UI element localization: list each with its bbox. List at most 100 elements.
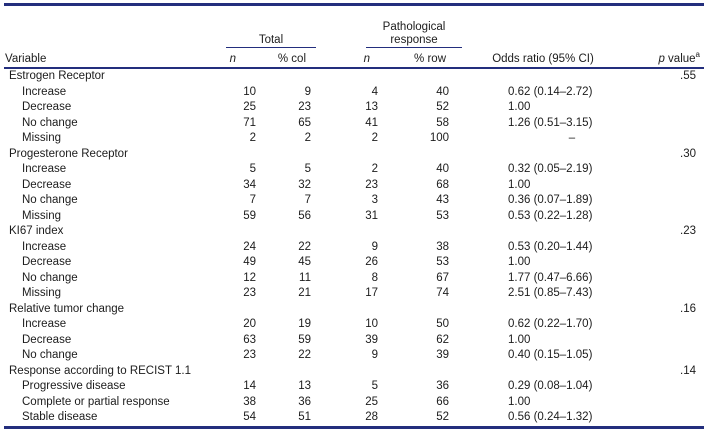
table-row: Complete or partial response 38 36 25 66 1.00 [4,395,704,411]
row-label: Increase [22,240,67,253]
cell-path-n: 41 [365,116,378,129]
cell-total-n: 12 [243,271,256,284]
odds-ratio-column-header: Odds ratio (95% CI) [450,48,636,69]
cell-pct-row [378,302,450,318]
cell-pct-row: 58 [436,116,449,129]
table-body: Estrogen Receptor .55 Increase 10 9 4 40 0.62 (… [4,68,704,427]
table-row: No change 71 65 41 58 1.26 (0.51–3.15) [4,116,704,132]
row-label: No change [22,349,78,361]
cell-odds-ratio: 1.00 [508,333,531,346]
table-row: Stable disease 54 51 28 52 0.56 (0.24–1.32) [4,410,704,427]
cell-total-n: 23 [243,349,256,361]
cell-p-value [636,348,704,364]
cell-pct-col: 56 [298,209,311,222]
total-n-column-header: n [214,48,256,69]
table-header: Total Pathological response Variable n %… [4,5,704,69]
table-row: Missing 2 2 2 100 – [4,131,704,147]
cell-pct-col [256,147,316,163]
cell-path-n: 2 [371,163,378,175]
cell-total-n [214,68,256,85]
cell-pct-row: 40 [436,85,449,98]
table-row: Increase 20 19 10 50 0.62 (0.22–1.70) [4,317,704,333]
table-row: Increase 10 9 4 40 0.62 (0.14–2.72) [4,85,704,101]
section-header-row: Estrogen Receptor .55 [4,68,704,85]
cell-path-n: 2 [371,132,378,144]
cell-odds-ratio: 0.53 (0.20–1.44) [508,240,593,253]
cell-pct-row: 50 [436,318,449,330]
spanner-row: Total Pathological response [4,5,704,49]
row-label: Increase [22,85,67,98]
table-row: Decrease 49 45 26 53 1.00 [4,255,704,271]
cell-path-n: 39 [365,333,378,346]
cell-pct-row: 52 [436,101,449,113]
spanner-empty-variable [4,5,214,49]
section-header-row: Response according to RECIST 1.1 .14 [4,364,704,380]
cell-path-n [316,302,378,318]
cell-pct-col: 13 [298,380,311,392]
cell-pct-col: 32 [298,178,311,191]
path-spanner-cell: Pathological response [316,5,462,48]
cell-path-n [316,224,378,240]
cell-pct-row: 52 [436,411,449,423]
pathological-response-spanner: Pathological response [366,21,462,48]
cell-p-value [636,395,704,411]
variable-column-header: Variable [4,48,214,69]
cell-total-n [214,147,256,163]
cell-pct-col: 51 [298,411,311,423]
table-row: Increase 5 5 2 40 0.32 (0.05–2.19) [4,162,704,178]
cell-pct-col: 7 [304,194,311,206]
cell-pct-row: 67 [436,271,449,284]
cell-p-value [636,410,704,427]
cell-p-value: .55 [680,70,696,82]
cell-p-value [636,100,704,116]
pct-col-column-header: % col [256,48,316,69]
cell-pct-row: 40 [436,163,449,175]
cell-pct-row [378,224,450,240]
row-label: Stable disease [22,411,98,423]
cell-pct-col: 9 [304,85,311,98]
cell-pct-col: 36 [298,395,311,408]
cell-p-value [636,333,704,349]
cell-path-n [316,68,378,85]
cell-pct-col: 59 [298,333,311,346]
cell-p-value: .30 [680,147,696,160]
cell-path-n: 23 [365,178,378,191]
column-header-row: Variable n % col n % row Odds ratio (95%… [4,48,704,69]
cell-odds-ratio: 0.29 (0.08–1.04) [508,380,593,392]
cell-odds-ratio: 0.32 (0.05–2.19) [508,163,593,175]
table-row: Decrease 63 59 39 62 1.00 [4,333,704,349]
cell-total-n [214,224,256,240]
cell-odds-ratio: 1.00 [508,101,531,113]
cell-odds-ratio: 0.62 (0.22–1.70) [508,318,593,330]
section-label: Relative tumor change [9,302,125,315]
cell-p-value: .23 [680,225,696,237]
cell-odds-ratio: 1.00 [508,256,531,268]
section-label: Response according to RECIST 1.1 [9,364,191,377]
cell-odds-ratio: 2.51 (0.85–7.43) [508,287,593,299]
cell-odds-ratio: 0.56 (0.24–1.32) [508,411,593,423]
cell-path-n: 9 [371,349,378,361]
cell-p-value [636,209,704,225]
cell-total-n: 20 [243,318,256,330]
spanner-empty-pval [636,5,704,49]
cell-odds-ratio: 0.62 (0.14–2.72) [508,85,593,98]
cell-p-value [636,162,704,178]
cell-pct-row: 53 [436,209,449,222]
row-label: No change [22,116,78,129]
cell-pct-col: 22 [298,240,311,253]
cell-p-value [636,286,704,302]
cell-total-n: 38 [243,395,256,408]
cell-total-n: 63 [243,333,256,346]
cell-pct-col: 2 [304,132,311,144]
section-label: KI67 index [9,225,64,237]
section-label: Estrogen Receptor [9,70,105,82]
cell-path-n [316,364,378,380]
cell-p-value [636,178,704,194]
cell-odds-ratio [450,302,636,318]
cell-path-n: 26 [365,256,378,268]
section-header-row: KI67 index .23 [4,224,704,240]
cell-pct-col: 11 [299,271,311,284]
cell-path-n: 9 [371,240,378,253]
cell-pct-row: 43 [436,194,449,206]
cell-total-n: 23 [243,287,256,299]
